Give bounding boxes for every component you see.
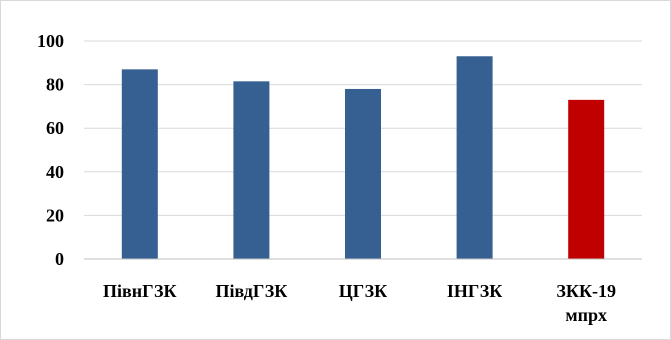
x-axis-labels: ПівнГЗК ПівдГЗК ЦГЗК ІНГЗК ЗКК-19 мпрх <box>103 281 616 325</box>
bars <box>121 56 605 260</box>
y-tick-label: 100 <box>37 31 64 51</box>
category-label: ЗКК-19 мпрх <box>556 281 616 325</box>
y-tick-label: 80 <box>46 75 64 95</box>
bar-5 <box>568 99 605 259</box>
category-label: ПівнГЗК <box>103 281 177 301</box>
y-axis-ticks: 0 20 40 60 80 100 <box>37 31 64 269</box>
y-tick-label: 40 <box>46 162 64 182</box>
y-tick-label: 60 <box>46 118 64 138</box>
y-tick-label: 0 <box>55 249 64 269</box>
bar-3 <box>345 88 381 260</box>
bar-2 <box>233 81 270 259</box>
bar-1 <box>121 69 158 259</box>
category-label: ІНГЗК <box>447 281 502 301</box>
category-label: ПівдГЗК <box>215 281 287 301</box>
y-tick-label: 20 <box>46 205 64 225</box>
category-label: ЦГЗК <box>339 281 387 301</box>
bar-4 <box>456 56 493 260</box>
